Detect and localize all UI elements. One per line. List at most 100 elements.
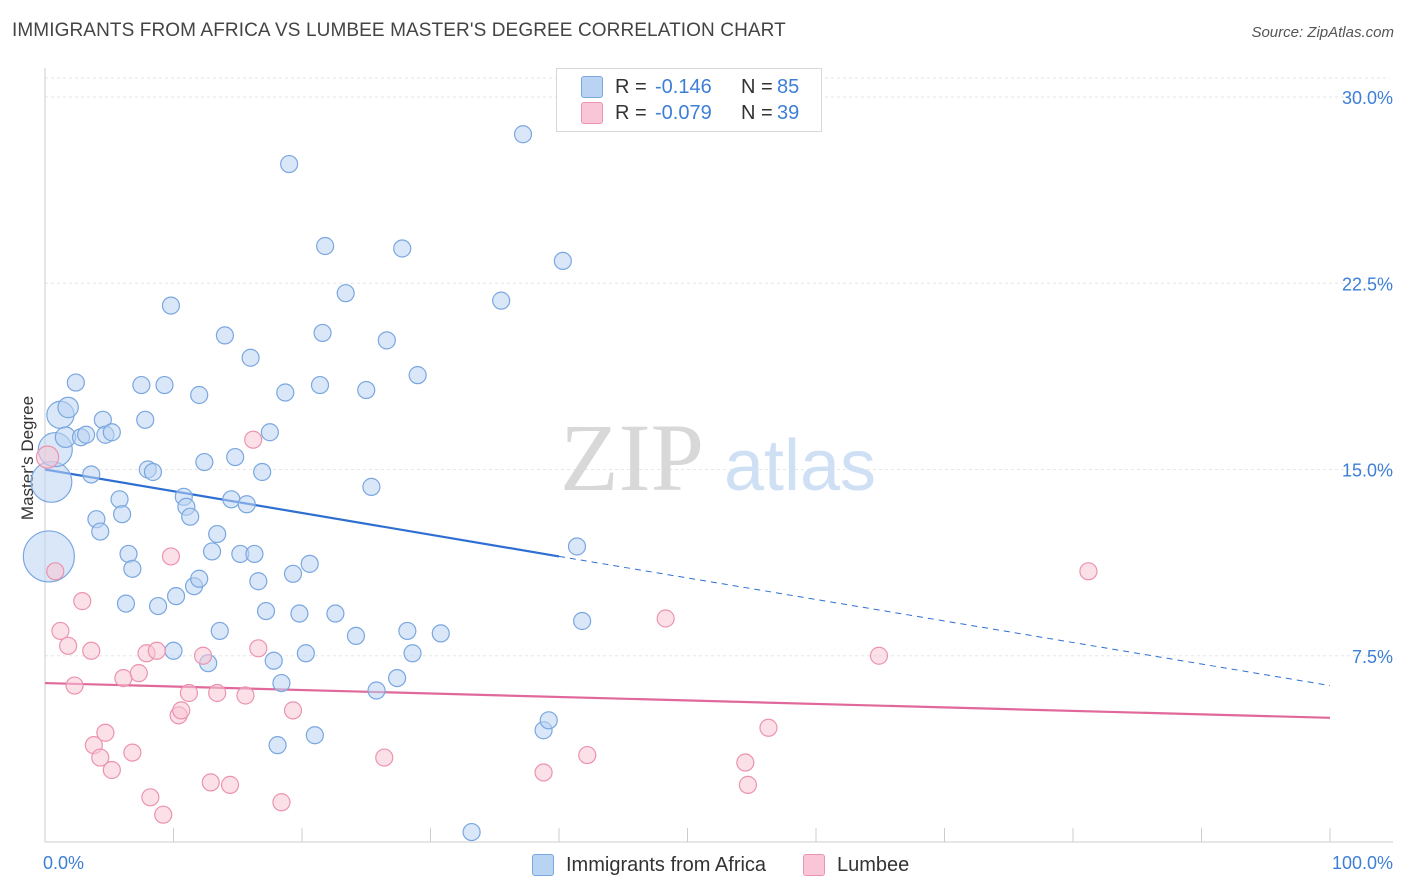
point-africa-83 — [190, 569, 209, 588]
axes — [44, 68, 1393, 843]
point-africa-33 — [195, 452, 214, 472]
point-africa-8 — [77, 425, 96, 444]
legend-item-lumbee[interactable]: Lumbee — [803, 850, 909, 880]
legend-item-africa[interactable]: Immigrants from Africa — [532, 850, 766, 880]
y-tick-label-0: 7.5% — [1352, 647, 1393, 667]
legend-n-value: 85 — [777, 75, 800, 98]
point-lumbee-30 — [283, 701, 303, 720]
point-africa-57 — [300, 554, 319, 573]
point-lumbee-20 — [172, 701, 191, 720]
point-africa-25 — [155, 375, 174, 395]
point-africa-48 — [260, 423, 279, 442]
point-africa-36 — [208, 524, 227, 544]
point-africa-84 — [164, 641, 183, 660]
point-africa-9 — [82, 465, 101, 484]
point-lumbee-15 — [141, 788, 160, 807]
gridlines — [45, 77, 1390, 657]
point-lumbee-26 — [236, 686, 255, 705]
point-africa-26 — [161, 296, 181, 315]
point-africa-39 — [222, 490, 241, 509]
point-lumbee-12 — [123, 743, 142, 762]
point-africa-44 — [245, 544, 264, 564]
trend-lines — [44, 468, 1331, 719]
point-lumbee-39 — [1079, 562, 1098, 581]
y-tick-label-3: 30.0% — [1342, 88, 1393, 108]
point-africa-43 — [241, 348, 260, 367]
point-africa-49 — [264, 651, 283, 670]
point-africa-51 — [272, 673, 291, 693]
point-africa-5 — [57, 396, 79, 419]
legend-n-value: 39 — [777, 101, 800, 124]
point-lumbee-16 — [147, 641, 166, 660]
point-lumbee-32 — [534, 763, 553, 782]
point-africa-79 — [539, 711, 558, 730]
point-africa-65 — [357, 380, 376, 400]
point-lumbee-37 — [759, 718, 778, 737]
point-africa-42 — [237, 495, 256, 514]
point-africa-67 — [367, 681, 386, 700]
point-africa-45 — [249, 572, 268, 591]
point-africa-38 — [215, 326, 234, 345]
point-africa-70 — [393, 239, 412, 258]
point-lumbee-28 — [249, 639, 268, 658]
point-lumbee-17 — [154, 805, 173, 824]
point-lumbee-22 — [193, 646, 213, 665]
point-africa-53 — [280, 154, 299, 174]
point-africa-61 — [316, 236, 335, 256]
point-lumbee-8 — [91, 748, 110, 767]
point-lumbee-5 — [73, 592, 92, 611]
point-africa-82 — [573, 611, 592, 631]
point-africa-66 — [362, 477, 381, 496]
legend-n-label: N = — [741, 75, 773, 98]
x-tick-label-max: 100.0% — [1332, 853, 1393, 873]
legend-swatch-africa — [532, 854, 554, 876]
legend-n-label: N = — [741, 101, 773, 124]
point-lumbee-1 — [46, 562, 65, 581]
point-africa-71 — [398, 621, 417, 641]
watermark-zip: ZIP — [560, 404, 704, 511]
legend-row-africa: R = -0.146 N = 85 — [581, 74, 799, 100]
legend-row-lumbee: R = -0.079 N = 39 — [581, 100, 799, 126]
point-lumbee-13 — [129, 664, 148, 683]
point-africa-62 — [326, 604, 345, 623]
series-legend: Immigrants from Africa Lumbee — [0, 850, 1406, 880]
point-africa-56 — [296, 644, 315, 663]
data-points — [22, 125, 1098, 842]
point-lumbee-27 — [244, 430, 263, 449]
point-africa-23 — [143, 462, 163, 482]
point-lumbee-34 — [656, 609, 675, 628]
point-lumbee-38 — [869, 646, 889, 665]
point-africa-40 — [226, 447, 245, 467]
legend-swatch-lumbee — [803, 854, 825, 876]
point-africa-46 — [253, 462, 272, 482]
point-africa-47 — [256, 601, 276, 621]
trend-line-africa-extension — [558, 555, 1331, 687]
point-africa-15 — [110, 490, 129, 509]
point-africa-11 — [91, 522, 110, 541]
legend-swatch-africa — [581, 76, 603, 98]
legend-swatch-lumbee — [581, 102, 603, 124]
tick-labels: 7.5% 15.0% 22.5% 30.0% 0.0% 100.0% — [43, 88, 1393, 873]
point-lumbee-21 — [179, 683, 199, 703]
point-lumbee-0 — [35, 445, 60, 469]
point-lumbee-11 — [114, 668, 133, 688]
point-lumbee-35 — [736, 753, 755, 772]
point-lumbee-9 — [96, 723, 115, 742]
point-africa-59 — [310, 375, 330, 395]
point-africa-50 — [268, 736, 287, 755]
point-lumbee-2 — [51, 621, 70, 641]
point-africa-52 — [276, 383, 295, 402]
point-africa-54 — [283, 564, 303, 583]
point-africa-20 — [132, 375, 151, 395]
point-africa-72 — [403, 644, 422, 663]
point-lumbee-23 — [201, 773, 220, 792]
watermark: ZIP atlas — [560, 404, 876, 511]
point-lumbee-31 — [375, 748, 394, 767]
trend-line-africa — [44, 468, 560, 558]
point-lumbee-36 — [738, 775, 757, 794]
chart-source: Source: ZipAtlas.com — [1251, 24, 1394, 41]
point-lumbee-25 — [220, 775, 240, 794]
point-africa-63 — [336, 284, 355, 303]
point-africa-16 — [112, 505, 132, 524]
